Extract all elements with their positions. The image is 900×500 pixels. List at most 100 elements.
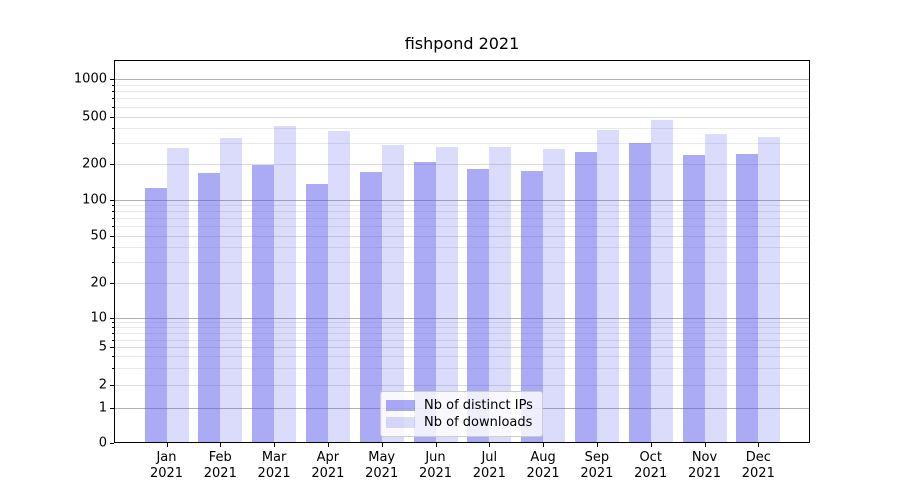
bar-jan-distinct-ips: [144, 188, 167, 443]
gridline-minor: [115, 247, 809, 249]
bar-sep-distinct-ips: [574, 151, 597, 443]
bar-apr-distinct-ips: [305, 183, 328, 443]
y-minor-tick-mark: [112, 142, 114, 144]
gridline-100: [115, 199, 809, 201]
y-tick-mark-100: [110, 199, 114, 201]
y-minor-tick-mark: [112, 106, 114, 108]
x-tick-year: 2021: [526, 466, 560, 481]
x-tick-label-nov: Nov 2021: [673, 450, 737, 482]
y-minor-tick-mark: [112, 261, 114, 263]
y-minor-tick-mark: [112, 247, 114, 249]
legend-label-distinct-ips: Nb of distinct IPs: [424, 398, 533, 413]
y-tick-label-5: 5: [98, 339, 107, 355]
x-tick-year: 2021: [472, 466, 506, 481]
bar-jul-distinct-ips: [467, 169, 490, 443]
x-tick-year: 2021: [687, 466, 722, 481]
x-tick-mark-aug: [543, 443, 545, 447]
bar-dec-distinct-ips: [736, 154, 759, 443]
y-tick-label-20: 20: [90, 275, 107, 290]
x-tick-label-feb: Feb 2021: [188, 450, 252, 482]
gridline-minor: [115, 91, 809, 93]
gridline-minor: [115, 356, 809, 358]
gridline-minor: [115, 226, 809, 228]
bar-may-downloads: [381, 145, 404, 443]
gridline-5: [115, 347, 809, 349]
gridline-50: [115, 236, 809, 237]
y-tick-mark-1000: [110, 79, 114, 80]
gridline-minor: [115, 142, 809, 144]
bar-may-distinct-ips: [359, 171, 382, 443]
x-tick-mark-oct: [650, 443, 652, 447]
gridline-minor: [115, 106, 809, 108]
y-tick-mark-1: [110, 407, 114, 409]
y-minor-tick-mark: [112, 218, 114, 220]
gridline-minor: [115, 322, 809, 324]
y-tick-label-200: 200: [82, 156, 107, 171]
y-tick-label-10: 10: [90, 310, 107, 326]
x-tick-mark-jun: [435, 443, 437, 447]
bar-jul-downloads: [489, 147, 512, 443]
y-minor-tick-mark: [112, 327, 114, 329]
x-tick-month: Apr: [316, 450, 340, 465]
gridline-minor: [115, 332, 809, 334]
legend-swatch-distinct-ips: [386, 400, 415, 411]
gridline-200: [115, 163, 809, 165]
gridline-2: [115, 385, 809, 386]
y-minor-tick-mark: [112, 98, 114, 100]
x-tick-month: Feb: [208, 450, 232, 465]
y-tick-label-50: 50: [90, 228, 107, 244]
x-tick-month: Aug: [530, 450, 556, 465]
y-tick-label-100: 100: [82, 192, 107, 207]
gridline-20: [115, 282, 809, 284]
gridline-minor: [115, 218, 809, 220]
x-tick-year: 2021: [203, 466, 237, 481]
x-tick-year: 2021: [149, 466, 184, 481]
y-tick-mark-200: [110, 163, 114, 165]
x-tick-month: Sep: [584, 450, 610, 465]
x-tick-mark-feb: [220, 443, 222, 447]
y-minor-tick-mark: [112, 356, 114, 358]
x-tick-label-sep: Sep 2021: [565, 450, 629, 482]
gridline-10: [115, 317, 809, 319]
x-tick-month: Dec: [745, 450, 771, 465]
x-tick-mark-jul: [489, 443, 491, 447]
x-tick-month: Oct: [639, 450, 662, 465]
gridline-minor: [115, 211, 809, 213]
x-tick-month: Nov: [691, 450, 718, 465]
bar-feb-downloads: [220, 137, 243, 443]
bar-jan-downloads: [166, 148, 189, 443]
x-tick-month: Mar: [261, 450, 287, 465]
legend-label-downloads: Nb of downloads: [424, 415, 533, 430]
x-tick-label-apr: Apr 2021: [296, 450, 360, 482]
x-tick-label-oct: Oct 2021: [619, 450, 683, 482]
x-tick-mark-jan: [166, 443, 168, 447]
x-tick-year: 2021: [418, 466, 453, 481]
bar-apr-downloads: [327, 130, 350, 443]
y-minor-tick-mark: [112, 128, 114, 130]
y-tick-mark-5: [110, 347, 114, 349]
bar-oct-distinct-ips: [628, 143, 651, 443]
bar-aug-downloads: [543, 148, 566, 443]
bar-jun-downloads: [435, 146, 458, 443]
gridline-minor: [115, 98, 809, 100]
x-tick-label-jul: Jul 2021: [457, 450, 521, 482]
x-tick-mark-may: [381, 443, 383, 447]
x-tick-mark-apr: [327, 443, 329, 447]
bar-sep-downloads: [596, 130, 619, 443]
chart-title: fishpond 2021: [404, 34, 520, 53]
y-minor-tick-mark: [112, 91, 114, 93]
gridline-minor: [115, 128, 809, 130]
bar-oct-downloads: [650, 120, 673, 443]
x-tick-year: 2021: [580, 466, 614, 481]
gridline-minor: [115, 339, 809, 341]
y-tick-label-2: 2: [98, 377, 107, 393]
y-minor-tick-mark: [112, 84, 114, 86]
gridline-minor: [115, 327, 809, 329]
bar-mar-downloads: [274, 126, 297, 443]
gridline-500: [115, 116, 809, 118]
y-minor-tick-mark: [112, 332, 114, 334]
x-tick-mark-sep: [596, 443, 598, 447]
gridline-minor: [115, 368, 809, 370]
x-tick-month: Jul: [481, 450, 498, 465]
